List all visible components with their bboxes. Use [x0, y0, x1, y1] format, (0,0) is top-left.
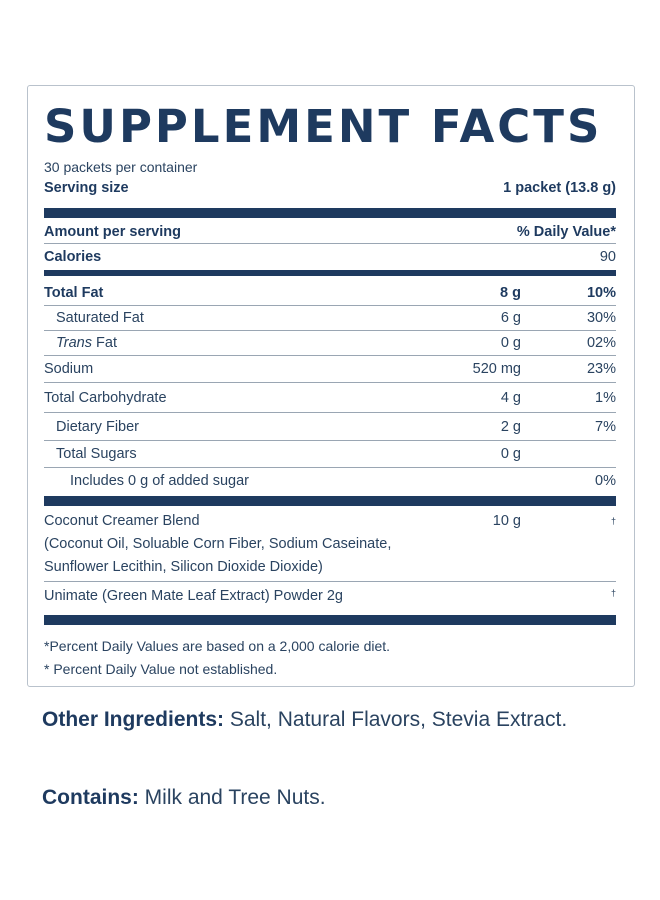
- nutrient-row: Total Fat 8 g 10%: [44, 280, 616, 306]
- blend-name: Coconut Creamer Blend: [44, 513, 200, 529]
- contains-label: Contains:: [42, 786, 139, 809]
- calories-label: Calories: [44, 248, 102, 265]
- trans-rest: Fat: [92, 335, 117, 351]
- other-ingredients-text: Salt, Natural Flavors, Stevia Extract.: [224, 708, 568, 731]
- nutrient-row: Trans Fat 0 g 02%: [44, 331, 616, 356]
- other-ingredients: Other Ingredients: Salt, Natural Flavors…: [42, 705, 602, 735]
- nutrient-row: Includes 0 g of added sugar 0%: [44, 468, 616, 494]
- calories-value: 90: [599, 248, 616, 265]
- amount-header-row: Amount per serving % Daily Value*: [44, 220, 616, 244]
- servings-per-container: 30 packets per container: [44, 159, 198, 175]
- nutrient-name: Total Fat: [44, 284, 104, 301]
- nutrient-row: Total Carbohydrate 4 g 1%: [44, 383, 616, 413]
- nutrient-dv: 23%: [586, 361, 616, 377]
- blend-label: Coconut Creamer Blend (Coconut Oil, Solua…: [44, 510, 431, 579]
- other-ingredients-label: Other Ingredients:: [42, 708, 225, 731]
- panel-content: SUPPLEMENT FACTS 30 packets per containe…: [44, 100, 616, 681]
- nutrient-row: Saturated Fat 6 g 30%: [44, 306, 616, 331]
- serving-size-value: 1 packet (13.8 g): [503, 180, 616, 196]
- nutrient-amount: 4 g: [500, 389, 521, 406]
- dagger-symbol: †: [610, 587, 616, 598]
- contains-text: Milk and Tree Nuts.: [138, 786, 326, 809]
- nutrient-amount: 0 g: [500, 446, 521, 462]
- nutrient-row: Total Sugars 0 g: [44, 441, 616, 468]
- calories-row: Calories 90: [44, 244, 616, 269]
- contains: Contains: Milk and Tree Nuts.: [42, 783, 602, 813]
- footnote: * Percent Daily Value not established.: [44, 661, 278, 677]
- blend-row: Coconut Creamer Blend (Coconut Oil, Solua…: [44, 506, 616, 582]
- nutrient-dv: 1%: [595, 389, 616, 406]
- nutrient-name: Total Sugars: [56, 446, 137, 462]
- serving-size-label: Serving size: [44, 180, 129, 196]
- amount-per-serving-label: Amount per serving: [44, 223, 181, 240]
- daily-value-header: % Daily Value*: [516, 223, 616, 240]
- serving-size-row: Serving size 1 packet (13.8 g): [44, 176, 616, 200]
- nutrient-name: Sodium: [44, 361, 94, 377]
- medium-divider: [44, 270, 616, 276]
- supplement-facts-panel: SUPPLEMENT FACTS 30 packets per containe…: [27, 85, 635, 687]
- thick-divider: [44, 208, 616, 218]
- nutrient-amount: 6 g: [500, 310, 521, 326]
- nutrient-dv: 02%: [586, 335, 616, 351]
- unimate-name: Unimate (Green Mate Leaf Extract) Powder…: [44, 587, 343, 604]
- blend-dv-cell: †: [521, 510, 616, 533]
- unimate-dv-cell: †: [521, 588, 616, 604]
- nutrient-amount: 520 mg: [472, 361, 521, 377]
- trans-italic: Trans: [56, 335, 92, 351]
- footnote: *Percent Daily Values are based on a 2,0…: [44, 638, 391, 654]
- nutrient-name: Saturated Fat: [56, 310, 144, 326]
- nutrient-dv: 30%: [586, 310, 616, 326]
- nutrient-name: Dietary Fiber: [56, 418, 139, 435]
- nutrient-amount: 2 g: [500, 418, 521, 435]
- dagger-symbol: †: [610, 516, 616, 526]
- unimate-row: Unimate (Green Mate Leaf Extract) Powder…: [44, 582, 616, 609]
- nutrient-row: Sodium 520 mg 23%: [44, 356, 616, 383]
- nutrient-dv: 10%: [586, 284, 616, 301]
- blend-amount: 10 g: [492, 513, 521, 529]
- nutrient-amount: 0 g: [500, 335, 521, 351]
- nutrient-name: Trans Fat: [44, 335, 431, 351]
- nutrient-name: Includes 0 g of added sugar: [70, 473, 249, 489]
- nutrient-dv: 7%: [595, 418, 616, 435]
- nutrient-amount: 8 g: [500, 284, 521, 301]
- blend-detail: (Coconut Oil, Soluable Corn Fiber, Sodiu…: [44, 536, 392, 575]
- thick-divider: [44, 615, 616, 625]
- nutrient-dv: 0%: [595, 473, 616, 489]
- nutrient-name: Total Carbohydrate: [44, 389, 167, 406]
- nutrient-row: Dietary Fiber 2 g 7%: [44, 413, 616, 441]
- panel-title: SUPPLEMENT FACTS: [44, 100, 603, 153]
- thick-divider: [44, 496, 616, 506]
